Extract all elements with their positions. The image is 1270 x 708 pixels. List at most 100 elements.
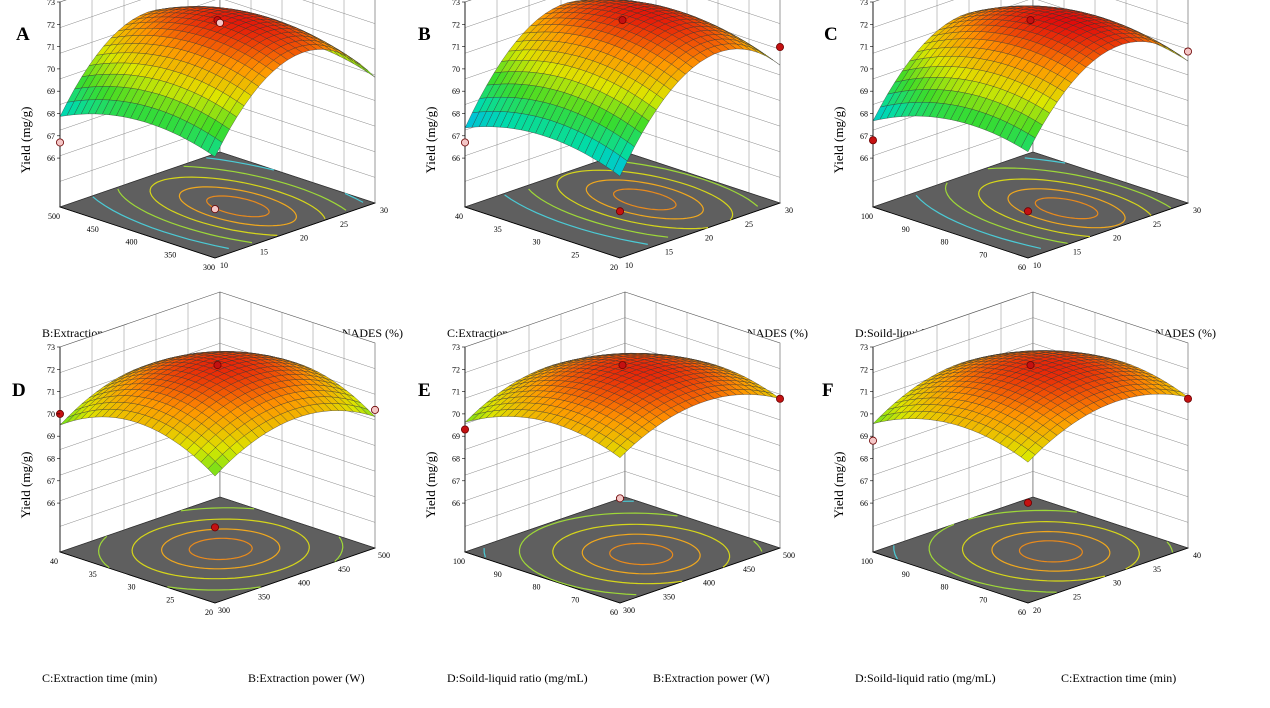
wall-gridline — [219, 317, 376, 369]
contour-line — [117, 165, 347, 244]
y-tick-label: 25 — [340, 220, 348, 229]
x-tick-label: 30 — [128, 583, 136, 592]
panel-letter: E — [418, 380, 431, 401]
contour-line — [97, 507, 344, 591]
panel-letter: D — [12, 380, 26, 401]
y-tick-label: 20 — [705, 234, 713, 243]
y-tick-label: 25 — [745, 220, 753, 229]
design-point — [1183, 47, 1192, 56]
design-point — [1023, 498, 1032, 507]
z-tick-label: 69 — [860, 432, 868, 441]
design-point — [210, 523, 219, 532]
y-axis-line — [214, 202, 376, 259]
y-tick-label: 20 — [1033, 606, 1041, 615]
panel-C: 66 67 68 69 70 71 72 73 Yield (mg/g) 60 70 80 90 100 1… — [831, 0, 1216, 340]
z-tick-label: 70 — [452, 65, 460, 74]
design-point — [215, 18, 224, 27]
wall-gridline — [1032, 445, 1189, 497]
y-tick-label: 10 — [220, 261, 228, 270]
y-tick-label: 25 — [1073, 592, 1081, 601]
z-axis-title: Yield (mg/g) — [831, 107, 846, 174]
y-tick-label: 15 — [1073, 247, 1081, 256]
wall-gridline — [219, 100, 376, 152]
x-tick-label: 450 — [87, 225, 99, 234]
x-tick-label: 60 — [1018, 263, 1026, 272]
surface-cell — [207, 461, 223, 477]
wall-gridline — [219, 471, 376, 523]
z-tick-label: 68 — [860, 454, 868, 463]
x-axis-title: D:Soild-liquid ratio (mg/mL) — [855, 671, 996, 685]
z-tick-label: 70 — [452, 410, 460, 419]
design-point — [1183, 394, 1192, 403]
wall-gridline — [1032, 100, 1189, 152]
z-tick-label: 73 — [47, 343, 55, 352]
wall-gridline — [1032, 471, 1189, 523]
z-tick-label: 72 — [860, 365, 868, 374]
wall-gridline — [1032, 126, 1189, 178]
design-point — [461, 425, 470, 434]
x-tick-label: 100 — [861, 557, 873, 566]
wall-gridline — [872, 471, 1034, 527]
contour-line — [528, 160, 759, 238]
y-axis-title: C:Extraction time (min) — [1061, 671, 1176, 685]
y-axis-line — [619, 202, 781, 259]
wall-gridline — [1032, 317, 1189, 369]
panel-letter: B — [418, 24, 431, 45]
z-tick-label: 66 — [47, 499, 55, 508]
x-axis-title: C:Extraction time (min) — [42, 671, 157, 685]
x-tick-label: 60 — [610, 608, 618, 617]
wall-gridline — [1115, 0, 1189, 24]
z-tick-label: 69 — [860, 87, 868, 96]
z-tick-label: 70 — [47, 410, 55, 419]
contour-line — [1007, 188, 1126, 229]
contour-line — [585, 179, 704, 220]
z-tick-label: 72 — [860, 20, 868, 29]
z-tick-label: 71 — [47, 43, 55, 52]
y-axis-title: B:Extraction power (W) — [653, 671, 770, 685]
z-tick-label: 67 — [860, 132, 868, 141]
contour-line — [160, 528, 281, 570]
surface-mesh — [464, 353, 781, 458]
x-tick-label: 90 — [494, 570, 502, 579]
y-tick-label: 500 — [783, 551, 795, 560]
wall-gridline — [624, 445, 781, 497]
surface-cell — [612, 155, 628, 177]
wall-gridline — [624, 471, 781, 523]
x-tick-label: 90 — [902, 570, 910, 579]
contour-line — [188, 537, 253, 561]
z-tick-label: 69 — [452, 87, 460, 96]
wall-gridline — [872, 317, 1034, 373]
x-tick-label: 90 — [902, 225, 910, 234]
wall-gridline — [872, 0, 955, 28]
z-tick-label: 70 — [860, 65, 868, 74]
surface-mesh — [872, 350, 1189, 463]
z-tick-label: 67 — [47, 477, 55, 486]
z-tick-label: 71 — [452, 43, 460, 52]
contour-line — [915, 157, 1066, 249]
x-axis-line — [464, 206, 621, 259]
y-tick-label: 350 — [663, 592, 675, 601]
z-tick-label: 66 — [860, 499, 868, 508]
y-tick-label: 35 — [1153, 565, 1161, 574]
z-tick-label: 67 — [47, 132, 55, 141]
x-tick-label: 35 — [89, 570, 97, 579]
y-tick-label: 40 — [1193, 551, 1201, 560]
design-point — [1023, 207, 1032, 216]
wall-gridline — [464, 317, 626, 373]
z-tick-label: 70 — [860, 410, 868, 419]
x-tick-label: 80 — [941, 238, 949, 247]
surface-cell — [1020, 133, 1036, 153]
x-tick-label: 400 — [126, 238, 138, 247]
y-tick-label: 20 — [1113, 234, 1121, 243]
z-tick-label: 67 — [452, 132, 460, 141]
y-tick-label: 30 — [1193, 206, 1201, 215]
z-tick-label: 72 — [452, 365, 460, 374]
z-tick-label: 69 — [47, 432, 55, 441]
y-tick-label: 400 — [298, 579, 310, 588]
x-tick-label: 70 — [571, 595, 579, 604]
z-tick-label: 73 — [860, 343, 868, 352]
y-axis-title: B:Extraction power (W) — [248, 671, 365, 685]
wall-gridline — [59, 317, 221, 373]
x-tick-label: 100 — [861, 212, 873, 221]
